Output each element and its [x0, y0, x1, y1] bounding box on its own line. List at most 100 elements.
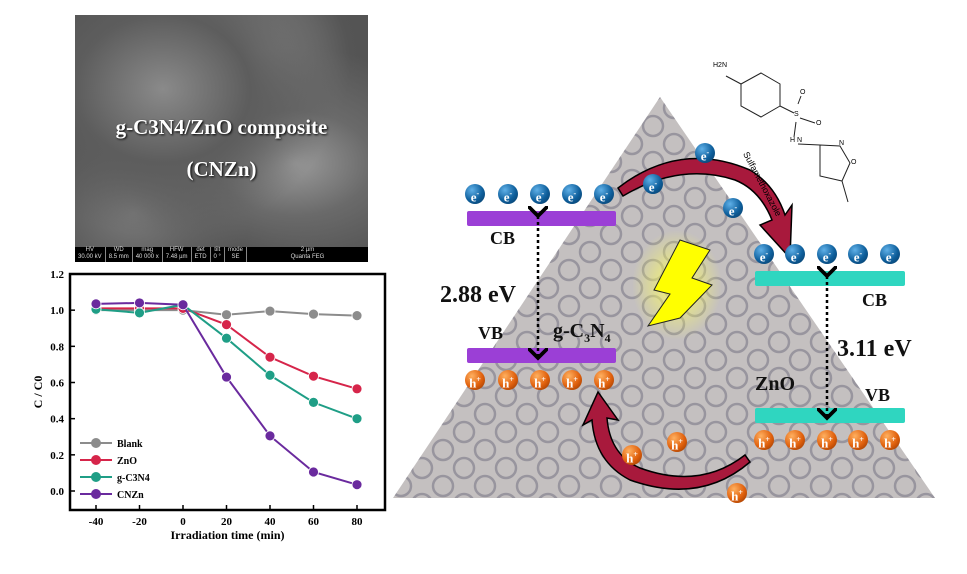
y-tick-label: 1.2	[50, 269, 64, 281]
molecule-oxygen-2: O	[816, 120, 822, 127]
sem-info-value: 8.5 mm	[108, 254, 129, 260]
electron-icon: e-	[594, 184, 614, 204]
molecule-amine: H2N	[713, 62, 728, 69]
electron-icon: e-	[817, 244, 837, 264]
mechanism-diagram	[393, 72, 935, 498]
sem-info-bar: HV 30.00 kV WD 8.5 mm mag 40 000 x HFW 7.48 µm d…	[75, 247, 368, 262]
sem-subtitle: (CNZn)	[186, 157, 257, 181]
data-point-g-C3N4	[351, 413, 363, 425]
zno-vb-band	[755, 408, 905, 423]
y-tick-label: 1.0	[50, 305, 64, 317]
sem-info-cell: WD 8.5 mm	[106, 247, 133, 262]
electron-icon: e-	[562, 184, 582, 204]
legend-marker	[91, 489, 101, 499]
data-point-Blank	[221, 309, 232, 321]
data-point-CNZn	[308, 466, 319, 478]
zno-cb-band	[755, 271, 905, 286]
hole-icon: h+	[880, 430, 900, 450]
molecule-oxygen-1: O	[800, 89, 806, 96]
x-tick-label: 40	[265, 516, 277, 528]
gcn-cb-band	[467, 211, 616, 226]
sem-image: g-C3N4/ZnO composite (CNZn) HV 30.00 kV WD…	[75, 15, 368, 262]
x-tick-label: -40	[89, 516, 104, 528]
data-point-CNZn	[177, 299, 189, 311]
hole-icon: h+	[754, 430, 774, 450]
sem-info-head: mag	[141, 247, 154, 253]
x-axis-label: Irradiation time (min)	[171, 528, 285, 542]
zno-vb-label: VB	[865, 385, 891, 405]
sem-info-value: 0 °	[213, 254, 221, 260]
hole-icon: h+	[562, 370, 582, 390]
electron-icon: e-	[530, 184, 550, 204]
sem-info-value: 40 000 x	[135, 254, 159, 260]
gcn-cb-label: CB	[490, 228, 516, 248]
plot-frame	[68, 272, 387, 512]
data-point-CNZn	[264, 430, 276, 442]
sem-info-head: det	[196, 247, 205, 253]
sulfamethoxazole-structure	[725, 72, 851, 203]
sem-title: g-C3N4/ZnO composite	[115, 115, 328, 139]
data-point-Blank	[308, 308, 319, 320]
data-point-CNZn	[90, 298, 102, 310]
y-tick-label: 0.0	[50, 486, 64, 498]
data-point-CNZn	[351, 479, 363, 491]
sem-scale-cell: 2 µm Quanta FEG	[247, 247, 368, 262]
electron-icon: e-	[848, 244, 868, 264]
data-point-Blank	[351, 310, 363, 321]
x-tick-label: -20	[132, 516, 147, 528]
electron-icon: e-	[785, 244, 805, 264]
data-point-Blank	[264, 305, 276, 317]
x-tick-label: 60	[308, 516, 320, 528]
hole-icon: h+	[465, 370, 485, 390]
y-tick-label: 0.6	[50, 378, 64, 390]
electron-icon: e-	[723, 198, 743, 218]
legend-label: Blank	[117, 439, 143, 450]
hole-icon: h+	[727, 483, 747, 503]
sem-info-value: ETD	[194, 254, 207, 260]
gcn-vb-label: VB	[478, 323, 504, 343]
sem-info-head: mode	[227, 247, 243, 253]
x-tick-label: 0	[180, 516, 186, 528]
hole-icon: h+	[498, 370, 518, 390]
legend-label: ZnO	[117, 456, 137, 467]
y-axis-label: C / C0	[31, 376, 45, 409]
electron-icon: e-	[695, 143, 715, 163]
molecule-ring-o: O	[851, 159, 857, 166]
electron-icon: e-	[754, 244, 774, 264]
sem-info-head: WD	[113, 247, 124, 253]
data-point-CNZn	[221, 371, 232, 383]
hole-icon: h+	[594, 370, 614, 390]
data-point-g-C3N4	[134, 307, 145, 319]
electron-icon: e-	[880, 244, 900, 264]
lightning-icon	[646, 239, 713, 327]
hole-icon: h+	[817, 430, 837, 450]
hole-icon: h+	[622, 445, 642, 465]
electron-transfer-arrow	[617, 157, 793, 260]
gcn-vb-band	[467, 348, 616, 363]
molecule-ring-n: N	[839, 140, 845, 147]
data-point-ZnO	[264, 351, 276, 363]
legend-label: CNZn	[117, 490, 144, 501]
data-point-ZnO	[308, 370, 319, 382]
sem-info-cell: mode SE	[225, 247, 247, 262]
sem-info-value: 7.48 µm	[165, 254, 188, 260]
y-tick-label: 0.2	[50, 450, 64, 462]
sem-info-head: HV	[85, 247, 95, 253]
electron-icon: e-	[643, 174, 663, 194]
sem-info-cell: det ETD	[192, 247, 211, 262]
sem-info-value: 30.00 kV	[78, 254, 102, 260]
sem-info-cell: tilt 0 °	[211, 247, 225, 262]
data-point-g-C3N4	[221, 332, 232, 344]
zno-bandgap-label: 3.11 eV	[837, 336, 912, 362]
sem-info-cell: HV 30.00 kV	[75, 247, 106, 262]
gcn-bandgap-label: 2.88 eV	[440, 282, 516, 308]
sem-instrument: Quanta FEG	[290, 254, 325, 260]
y-tick-label: 0.8	[50, 341, 64, 353]
hole-transfer-arrow	[581, 390, 752, 490]
molecule-sulfur: S	[794, 111, 799, 118]
hole-icon: h+	[530, 370, 550, 390]
zno-cb-label: CB	[862, 290, 888, 310]
hole-icon: h+	[785, 430, 805, 450]
y-tick-label: 0.4	[50, 414, 64, 426]
gcn-name-label: g-C3N4	[553, 320, 611, 345]
